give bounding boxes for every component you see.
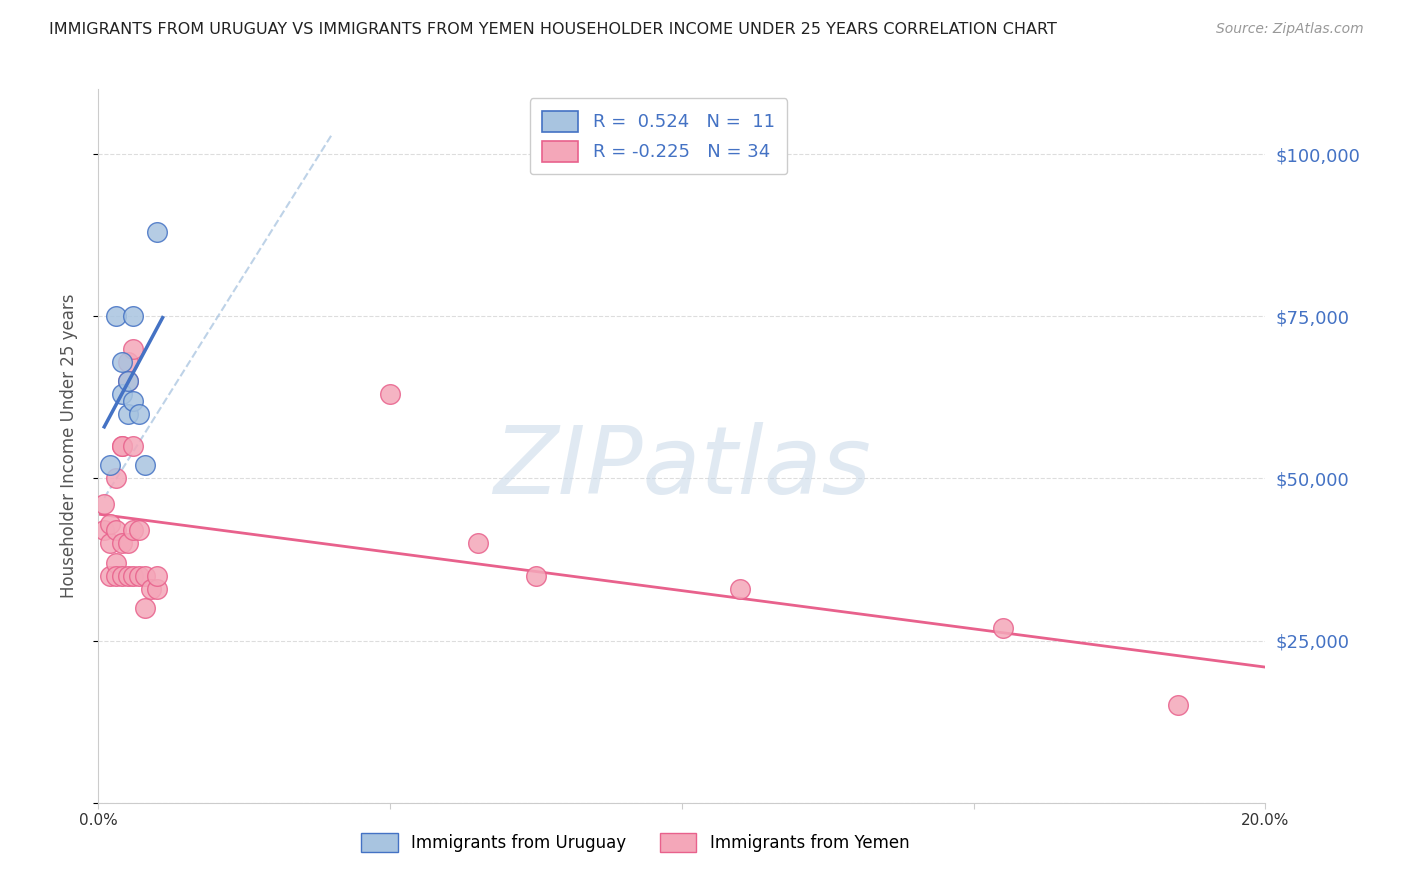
Point (524, 568, 547, 582)
Point (122, 439, 145, 453)
Point (146, 582, 169, 596)
Point (134, 458, 156, 473)
Point (122, 310, 145, 324)
Point (104, 568, 127, 582)
Point (134, 601, 156, 615)
Point (128, 407, 150, 421)
Point (104, 471, 127, 485)
Point (128, 524, 150, 538)
Point (139, 582, 162, 596)
Point (380, 387, 402, 401)
Point (98, 458, 121, 473)
Point (128, 568, 150, 582)
Point (117, 536, 139, 550)
Point (98, 568, 121, 582)
Point (122, 393, 145, 408)
Point (1167, 698, 1189, 713)
Point (111, 387, 134, 401)
Text: ZIPatlas: ZIPatlas (494, 422, 870, 513)
Point (117, 568, 139, 582)
Text: Source: ZipAtlas.com: Source: ZipAtlas.com (1216, 22, 1364, 37)
Point (111, 354, 134, 368)
Point (111, 439, 134, 453)
Point (122, 342, 145, 356)
Point (117, 407, 139, 421)
Point (991, 621, 1014, 635)
Point (146, 225, 169, 239)
Legend: Immigrants from Uruguay, Immigrants from Yemen: Immigrants from Uruguay, Immigrants from… (354, 826, 915, 859)
Point (104, 310, 127, 324)
Point (117, 354, 139, 368)
Point (730, 582, 752, 596)
Point (111, 536, 134, 550)
Text: IMMIGRANTS FROM URUGUAY VS IMMIGRANTS FROM YEMEN HOUSEHOLDER INCOME UNDER 25 YEA: IMMIGRANTS FROM URUGUAY VS IMMIGRANTS FR… (49, 22, 1057, 37)
Point (98, 516, 121, 531)
Y-axis label: Householder Income Under 25 years: Householder Income Under 25 years (59, 293, 77, 599)
Point (117, 374, 139, 388)
Point (146, 568, 169, 582)
Point (93, 497, 115, 511)
Point (93, 524, 115, 538)
Point (122, 568, 145, 582)
Point (134, 568, 156, 582)
Point (104, 556, 127, 570)
Point (117, 374, 139, 388)
Point (111, 439, 134, 453)
Point (467, 536, 489, 550)
Point (98, 536, 121, 550)
Point (122, 524, 145, 538)
Point (111, 568, 134, 582)
Point (104, 524, 127, 538)
